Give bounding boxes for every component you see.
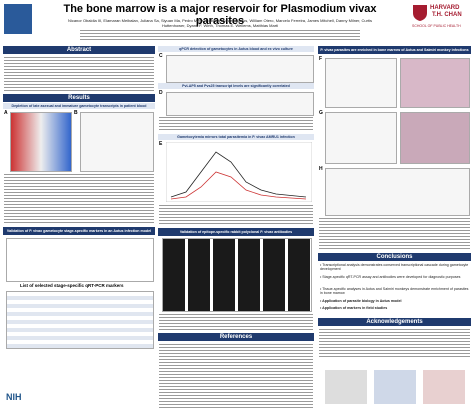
subheader: P. vivax parasites are enriched in bone … xyxy=(318,46,471,54)
subheader: Depletion of late asexual and immature g… xyxy=(3,103,155,109)
section-header: Abstract xyxy=(3,46,155,54)
plot xyxy=(325,58,397,108)
caption xyxy=(159,116,313,132)
section-header: Conclusions xyxy=(318,253,471,261)
panel-label: F xyxy=(319,56,323,62)
panel-label: C xyxy=(159,53,163,59)
conclusion-item: • Stage-specific qRT-PCR assay and antib… xyxy=(320,275,461,279)
subheader: PvLAP5 and Pvs25 transcript levels are s… xyxy=(158,83,314,89)
conclusion-text: Tissue-specific analyses in Aotus and Sa… xyxy=(320,287,469,296)
section-header: Acknowledgements xyxy=(318,318,471,326)
subheader: qPCR detection of gametocytes in Aotus b… xyxy=(158,46,314,52)
panel-label: D xyxy=(159,90,163,96)
conclusion-text: Application of markers in field studies xyxy=(322,306,388,310)
subheader: Gametocytemia mirrors total parasitemia … xyxy=(158,134,314,140)
micrographs xyxy=(162,238,312,312)
conclusion-text: Application of parasite biology in Aotus… xyxy=(322,299,402,303)
logo-line: SCHOOL OF PUBLIC HEALTH xyxy=(412,24,461,28)
subheader: Validation of P. vivax gametocyte stage-… xyxy=(3,227,155,235)
section-header: Results xyxy=(3,94,155,102)
panel-label: B xyxy=(74,110,78,116)
marker-table xyxy=(6,291,154,349)
caption xyxy=(4,173,154,223)
caption xyxy=(159,313,313,331)
conclusion-item: • Application of parasite biology in Aot… xyxy=(320,299,402,303)
micrograph xyxy=(400,58,470,108)
plot xyxy=(325,168,470,216)
acknowledgements-text xyxy=(319,328,470,358)
panel-label: G xyxy=(319,110,323,116)
conclusion-item: • Transcriptional analysis demonstrates … xyxy=(320,263,469,272)
heatmap xyxy=(10,112,72,172)
conclusion-text: Stage-specific qRT-PCR assay and antibod… xyxy=(322,275,461,279)
table-title: List of selected stage-specific qRT-PCR … xyxy=(20,283,124,288)
subheader: Validation of epitope-specific rabbit po… xyxy=(158,228,314,236)
plot xyxy=(80,112,154,172)
line-chart xyxy=(166,142,312,202)
authors: Nicanor Obaldia III, Elamaran Meibalan, … xyxy=(68,18,372,28)
abstract-text xyxy=(4,56,154,92)
sponsor-logos xyxy=(325,370,465,404)
poster-title: The bone marrow is a major reservoir for… xyxy=(63,3,377,27)
plot xyxy=(166,92,314,116)
section-header: References xyxy=(158,333,314,341)
plot xyxy=(166,55,314,83)
conclusion-item: • Tissue-specific analyses in Aotus and … xyxy=(320,287,469,296)
caption xyxy=(159,204,313,226)
logo-line: T.H. CHAN xyxy=(432,12,462,18)
panel-label: E xyxy=(159,141,163,147)
shield xyxy=(413,5,427,21)
micrograph xyxy=(400,112,470,164)
logo-line: HARVARD xyxy=(430,5,460,11)
nih-logo: NIH xyxy=(6,392,22,402)
affiliations xyxy=(80,29,360,41)
plot xyxy=(325,112,397,164)
conclusion-item: • Application of markers in field studie… xyxy=(320,306,388,310)
conclusion-text: Transcriptional analysis demonstrates co… xyxy=(320,263,469,272)
diagram xyxy=(6,238,154,282)
panel-label: H xyxy=(319,166,323,172)
left-logo xyxy=(4,4,32,34)
caption xyxy=(319,217,470,251)
panel-label: A xyxy=(4,110,8,116)
references-text xyxy=(159,343,313,409)
